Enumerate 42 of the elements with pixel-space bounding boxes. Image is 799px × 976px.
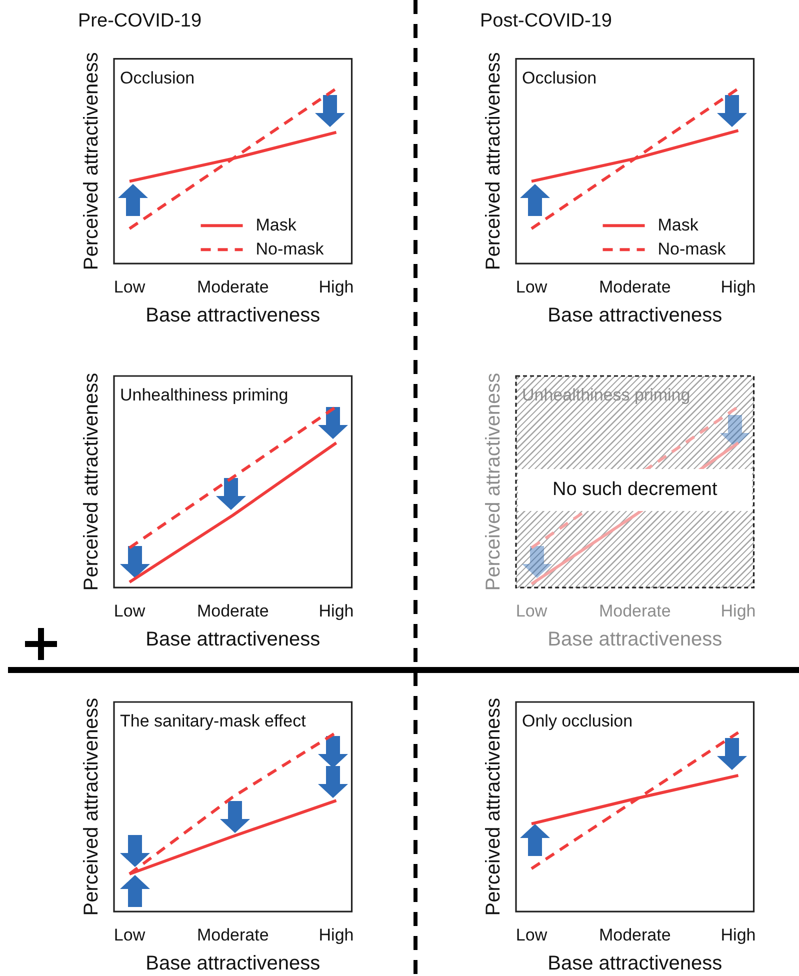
x-tick-label: Low [516,601,548,620]
x-tick-label: High [318,601,354,620]
x-tick-label: High [720,925,756,944]
x-tick-label: Moderate [196,601,269,620]
x-tick-label: Moderate [196,277,269,296]
y-axis-title: Perceived attractiveness [482,372,505,591]
x-axis-title: Base attractiveness [548,628,722,651]
chart-title: Post-COVID-19 [480,10,612,32]
x-tick-label: Low [114,277,146,296]
y-axis-title: Perceived attractiveness [80,52,103,270]
x-axis-title: Base attractiveness [548,304,722,327]
x-tick-label: Moderate [598,925,671,944]
legend-label: No-mask [658,239,726,258]
text: Only occlusion [522,712,633,731]
x-tick-label: High [318,277,354,296]
x-axis-title: Base attractiveness [548,952,722,975]
x-tick-label: Moderate [598,277,671,296]
annotation: No such decrement [552,479,718,502]
legend-label: Mask [658,215,699,234]
legend-label: No-mask [256,239,324,258]
y-axis-title: Perceived attractiveness [482,698,505,916]
text: Occlusion [120,68,195,88]
chart-title: Pre-COVID-19 [78,10,202,32]
x-tick-label: Low [516,277,548,296]
x-tick-label: Low [114,925,146,944]
x-tick-label: Low [516,925,548,944]
text: Occlusion [522,68,597,88]
text: Unhealthiness priming [120,386,288,405]
text: The sanitary-mask effect [120,712,306,731]
x-axis-title: Base attractiveness [146,304,320,327]
x-tick-label: Low [114,601,146,620]
x-axis-title: Base attractiveness [146,952,320,975]
y-axis-title: Perceived attractiveness [80,698,103,916]
y-axis-title: Perceived attractiveness [482,52,505,270]
x-tick-label: Moderate [598,601,671,620]
legend-label: Mask [256,215,297,234]
y-axis-title: Perceived attractiveness [80,372,103,591]
x-tick-label: High [720,277,756,296]
x-axis-title: Base attractiveness [146,628,320,651]
x-tick-label: High [318,925,354,944]
x-tick-label: High [720,601,756,620]
x-tick-label: Moderate [196,925,269,944]
